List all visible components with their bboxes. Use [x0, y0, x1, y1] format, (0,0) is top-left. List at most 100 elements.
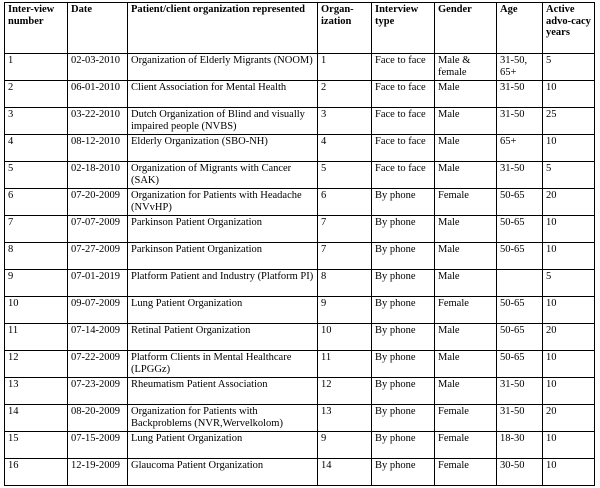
table-cell: 25: [542, 107, 595, 135]
table-cell: 10: [4, 296, 68, 324]
table-cell: 50-65: [496, 323, 543, 351]
table-cell: 11: [317, 350, 372, 378]
table-cell: 5: [542, 269, 595, 297]
table-cell: Organization of Elderly Migrants (NOOM): [127, 53, 318, 81]
table-cell: 7: [317, 242, 372, 270]
table-cell: 5: [4, 161, 68, 189]
table-cell: Female: [434, 458, 497, 486]
table-cell: 1: [4, 53, 68, 81]
header-cell: Inter-view number: [4, 2, 68, 54]
table-cell: 10: [542, 458, 595, 486]
table-cell: Face to face: [371, 53, 435, 81]
table-cell: By phone: [371, 431, 435, 459]
header-cell: Organ-ization: [317, 2, 372, 54]
table-cell: 31-50: [496, 377, 543, 405]
table-cell: 10: [542, 431, 595, 459]
table-cell: 10: [542, 242, 595, 270]
table-cell: Glaucoma Patient Organization: [127, 458, 318, 486]
table-cell: 9: [317, 296, 372, 324]
table-cell: 07-15-2009: [67, 431, 128, 459]
table-cell: 07-27-2009: [67, 242, 128, 270]
table-cell: 07-22-2009: [67, 350, 128, 378]
table-cell: By phone: [371, 269, 435, 297]
table-cell: 09-07-2009: [67, 296, 128, 324]
table-cell: 10: [317, 323, 372, 351]
table-cell: 4: [4, 134, 68, 162]
table-row: 7 07-07-2009 Parkinson Patient Organizatio…: [4, 215, 595, 243]
header-row: Inter-view number Date Patient/client orga…: [4, 2, 595, 54]
table-cell: 12-19-2009: [67, 458, 128, 486]
table-row: 2 06-01-2010 Client Association for Mental…: [4, 80, 595, 108]
table-cell: 10: [542, 350, 595, 378]
table-cell: 07-20-2009: [67, 188, 128, 216]
table-cell: 02-03-2010: [67, 53, 128, 81]
header-cell: Date: [67, 2, 128, 54]
table-cell: 11: [4, 323, 68, 351]
table-row: 1 02-03-2010 Organization of Elderly Migra…: [4, 53, 595, 81]
table-row: 4 08-12-2010 Elderly Organization (SBO-NH)…: [4, 134, 595, 162]
table-cell: Elderly Organization (SBO-NH): [127, 134, 318, 162]
table-cell: 31-50: [496, 107, 543, 135]
table-cell: By phone: [371, 215, 435, 243]
table-cell: Male: [434, 134, 497, 162]
table-row: 5 02-18-2010 Organization of Migrants with…: [4, 161, 595, 189]
table-cell: 30-50: [496, 458, 543, 486]
table-cell: 07-01-2019: [67, 269, 128, 297]
table-cell: 50-65: [496, 350, 543, 378]
table-cell: 12: [317, 377, 372, 405]
table-cell: 5: [542, 53, 595, 81]
table-cell: 31-50: [496, 161, 543, 189]
table-cell: 13: [317, 404, 372, 432]
table-cell: 3: [317, 107, 372, 135]
table-cell: Rheumatism Patient Association: [127, 377, 318, 405]
table-row: 11 07-14-2009 Retinal Patient Organization…: [4, 323, 595, 351]
header-cell: Interview type: [371, 2, 435, 54]
interview-table: Inter-view number Date Patient/client orga…: [4, 2, 595, 486]
table-row: 6 07-20-2009 Organization for Patients wit…: [4, 188, 595, 216]
table-cell: Face to face: [371, 134, 435, 162]
table-row: 8 07-27-2009 Parkinson Patient Organizatio…: [4, 242, 595, 270]
table-cell: 16: [4, 458, 68, 486]
table-cell: Male: [434, 161, 497, 189]
header-cell: Age: [496, 2, 543, 54]
table-cell: 3: [4, 107, 68, 135]
table-cell: 12: [4, 350, 68, 378]
table-cell: 31-50, 65+: [496, 53, 543, 81]
table-cell: 65+: [496, 134, 543, 162]
table-cell: 07-23-2009: [67, 377, 128, 405]
table-cell: Organization for Patients with Headache …: [127, 188, 318, 216]
table-cell: By phone: [371, 242, 435, 270]
table-cell: Parkinson Patient Organization: [127, 242, 318, 270]
table-cell: 8: [4, 242, 68, 270]
table-cell: Organization for Patients with Backprobl…: [127, 404, 318, 432]
table-cell: [496, 269, 543, 297]
table-cell: By phone: [371, 458, 435, 486]
table-cell: 18-30: [496, 431, 543, 459]
table-cell: 08-20-2009: [67, 404, 128, 432]
table-cell: Dutch Organization of Blind and visually…: [127, 107, 318, 135]
table-cell: 14: [4, 404, 68, 432]
table-cell: 06-01-2010: [67, 80, 128, 108]
table-cell: 10: [542, 80, 595, 108]
table-cell: Lung Patient Organization: [127, 431, 318, 459]
table-cell: Male & female: [434, 53, 497, 81]
table-cell: 5: [317, 161, 372, 189]
table-cell: Male: [434, 377, 497, 405]
table-cell: 2: [4, 80, 68, 108]
table-cell: 07-14-2009: [67, 323, 128, 351]
table-cell: 9: [4, 269, 68, 297]
table-cell: 8: [317, 269, 372, 297]
table-cell: 20: [542, 188, 595, 216]
table-row: 10 09-07-2009 Lung Patient Organization 9 By…: [4, 296, 595, 324]
table-cell: By phone: [371, 188, 435, 216]
table-row: 15 07-15-2009 Lung Patient Organization 9 By…: [4, 431, 595, 459]
table-cell: Client Association for Mental Health: [127, 80, 318, 108]
table-cell: 02-18-2010: [67, 161, 128, 189]
table-cell: 50-65: [496, 188, 543, 216]
table-row: 3 03-22-2010 Dutch Organization of Blind a…: [4, 107, 595, 135]
table-cell: 9: [317, 431, 372, 459]
table-cell: By phone: [371, 404, 435, 432]
table-cell: By phone: [371, 377, 435, 405]
table-cell: 50-65: [496, 242, 543, 270]
table-cell: Male: [434, 242, 497, 270]
